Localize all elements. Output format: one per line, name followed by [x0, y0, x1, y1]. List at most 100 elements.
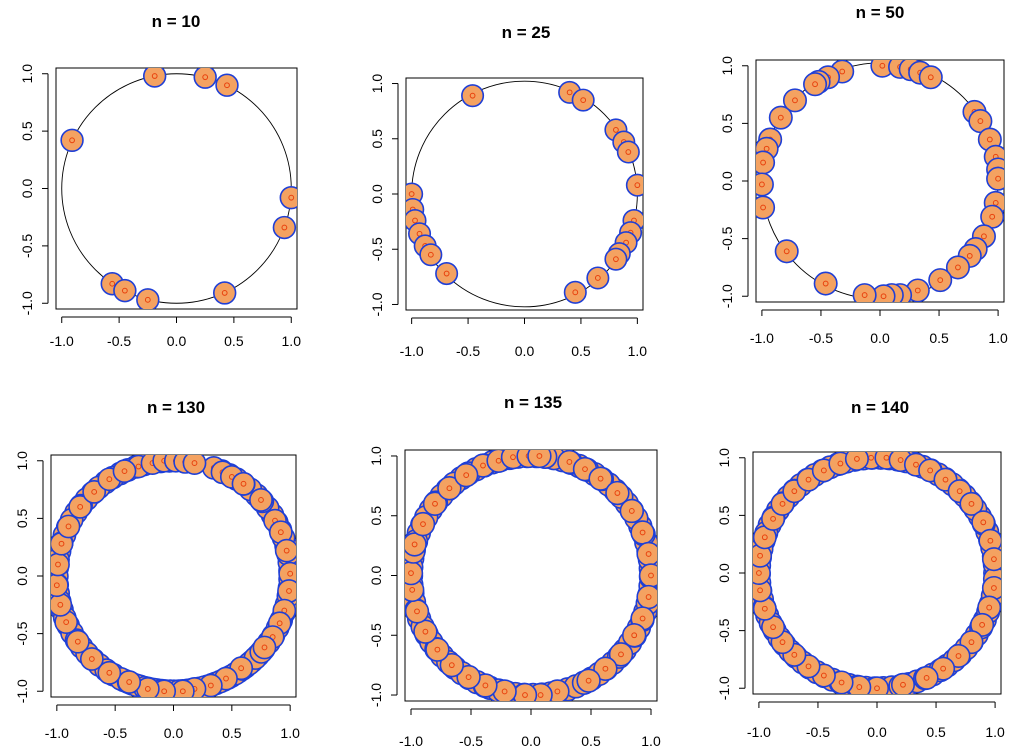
data-point [79, 647, 104, 671]
data-point [405, 532, 427, 557]
data-point [215, 73, 239, 97]
data-point [619, 498, 644, 524]
x-tick-label: 0.5 [571, 343, 591, 359]
y-tick-label: -0.5 [719, 226, 735, 250]
data-point [454, 462, 479, 488]
x-tick-label: 1.0 [985, 724, 1005, 740]
x-tick-label: -1.0 [399, 733, 423, 749]
data-point [813, 271, 838, 296]
data-point [782, 88, 807, 113]
panel-title: n = 50 [856, 3, 905, 22]
x-tick-label: 0.5 [222, 725, 242, 741]
data-point [410, 511, 436, 537]
data-point [413, 619, 438, 644]
x-tick-label: -1.0 [747, 724, 771, 740]
x-tick-label: 0.0 [870, 330, 890, 346]
plot-area [753, 452, 1001, 694]
plot-frame [55, 67, 298, 310]
data-point [113, 278, 137, 303]
x-tick-label: -0.5 [107, 333, 131, 349]
data-point [51, 573, 69, 598]
data-point [981, 547, 1001, 572]
data-point [249, 488, 273, 512]
y-tick-label: 0.0 [719, 171, 735, 191]
data-point [268, 520, 293, 545]
plot-area [756, 60, 1004, 302]
y-tick-label: 0.0 [14, 566, 30, 586]
data-point [774, 239, 799, 264]
data-point [588, 466, 613, 491]
x-tick-label: -0.5 [456, 343, 480, 359]
plot-area [406, 80, 643, 308]
y-tick-label: 0.0 [19, 179, 35, 199]
data-point [753, 596, 777, 621]
data-point [65, 629, 90, 654]
x-tick-label: 0.0 [167, 333, 187, 349]
data-point [636, 584, 657, 610]
data-point [638, 563, 657, 588]
data-point [605, 480, 630, 506]
data-point [68, 494, 93, 519]
x-tick-label: -0.5 [459, 733, 483, 749]
panel-4: n = 130 -1.0 -0.5 0.0 0.5 1.0 -1.0 -0.5 0.0 0.5 1.… [14, 398, 300, 741]
x-tick-label: -1.0 [50, 333, 74, 349]
x-tick-label: 0.0 [164, 725, 184, 741]
panel-title: n = 10 [152, 12, 201, 31]
panel-title: n = 25 [502, 23, 551, 42]
y-tick-label: 1.0 [19, 64, 35, 84]
x-tick-label: 0.5 [929, 330, 949, 346]
y-tick-label: -0.5 [14, 621, 30, 645]
y-tick-label: 1.0 [369, 74, 385, 94]
data-point [252, 635, 277, 660]
panel-title: n = 140 [851, 398, 909, 417]
y-tick-label: 0.0 [368, 566, 384, 586]
data-point [563, 280, 587, 304]
data-point [756, 195, 776, 220]
data-point [527, 450, 552, 469]
x-tick-label: 0.0 [867, 724, 887, 740]
x-tick-label: -1.0 [400, 343, 424, 359]
y-tick-label: -1.0 [14, 679, 30, 703]
y-tick-label: 0.0 [716, 563, 732, 583]
data-point [946, 643, 971, 668]
y-tick-label: -0.5 [368, 623, 384, 647]
data-point [97, 660, 122, 685]
data-point [512, 682, 538, 701]
data-point [586, 266, 610, 290]
data-point [51, 592, 73, 617]
x-tick-label: 0.5 [926, 724, 946, 740]
data-point [608, 642, 634, 667]
y-tick-label: -1.0 [368, 683, 384, 707]
data-point [272, 215, 297, 240]
data-point [231, 471, 256, 496]
data-point [193, 68, 217, 89]
y-tick-label: 1.0 [719, 56, 735, 76]
data-point [768, 105, 793, 130]
data-point [274, 538, 296, 563]
data-point [142, 68, 167, 88]
unit-circle [61, 73, 292, 304]
data-point [616, 140, 640, 164]
data-point [56, 514, 81, 539]
y-tick-label: 0.5 [19, 121, 35, 141]
data-point [456, 664, 481, 690]
data-point [405, 599, 430, 624]
y-tick-label: -1.0 [19, 291, 35, 315]
x-tick-label: -1.0 [750, 330, 774, 346]
data-point [435, 262, 459, 286]
data-point [852, 283, 877, 302]
panel-5: n = 135 -1.0 -0.5 0.0 0.5 1.0 -1.0 -0.5 0.0 0.5 1.… [368, 393, 661, 749]
data-point [419, 243, 443, 267]
data-point [439, 652, 464, 678]
data-point [571, 88, 595, 112]
data-point [890, 672, 915, 694]
y-tick-label: 0.5 [369, 129, 385, 149]
data-point [971, 510, 996, 535]
data-point [425, 637, 450, 662]
data-point [981, 575, 1001, 600]
data-point [277, 579, 296, 603]
panel-3: n = 50 -1.0 -0.5 0.0 0.5 1.0 -1.0 -0.5 0.0 0.5 1.0 [719, 3, 1008, 346]
data-point [636, 541, 657, 567]
data-point [959, 491, 984, 516]
